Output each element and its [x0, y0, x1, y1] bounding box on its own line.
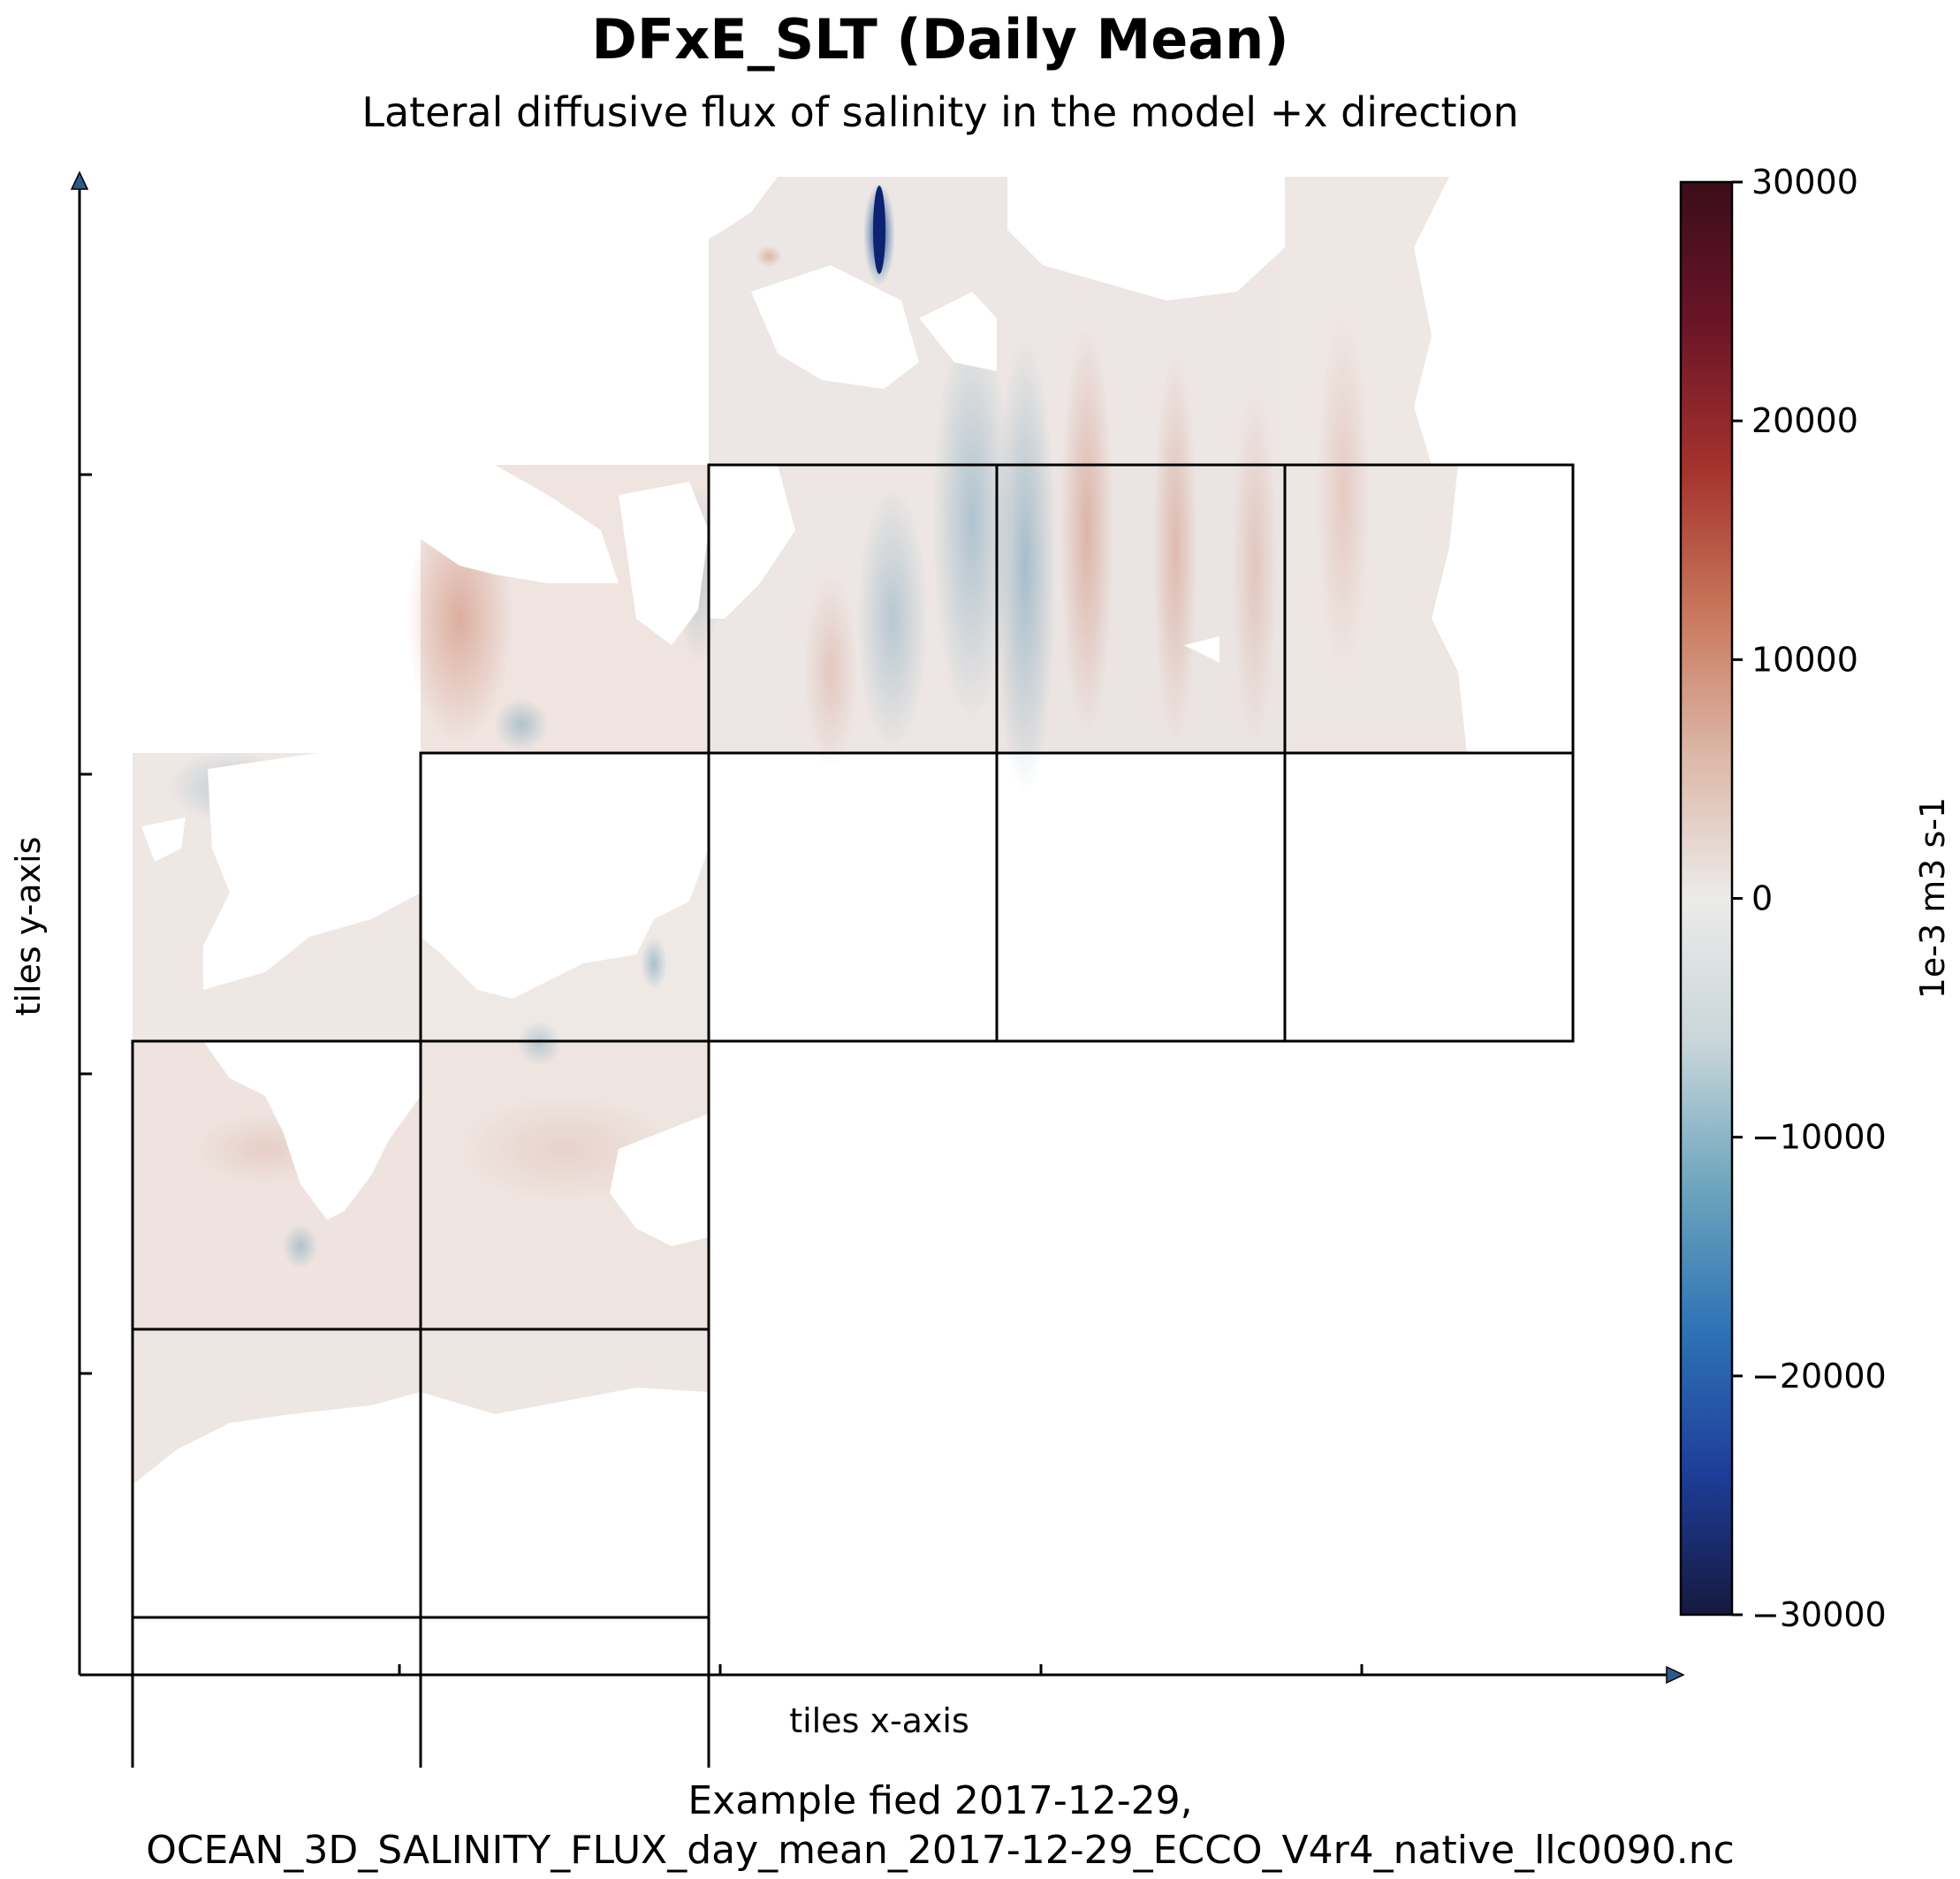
- chart-subtitle: Lateral diffusive flux of salinity in th…: [361, 88, 1519, 136]
- colorbar-tick-label: 30000: [1751, 163, 1858, 202]
- colorbar: 30000 20000 10000 0 −10000 −20000 −30000 1e-3 …: [1679, 163, 1952, 1634]
- land-mask: [133, 177, 1573, 1617]
- chart-title: DFxE_SLT (Daily Mean): [591, 7, 1289, 72]
- axes: tiles x-axis tiles y-axis: [9, 171, 1685, 1740]
- tile-box: [131, 1616, 422, 1768]
- footer-line-1: Example fied 2017-12-29,: [688, 1778, 1193, 1823]
- footer-caption: Example fied 2017-12-29, OCEAN_3D_SALINI…: [0, 1776, 1880, 1875]
- x-axis-label: tiles x-axis: [789, 1701, 969, 1740]
- colorbar-tick-label: −20000: [1751, 1357, 1887, 1396]
- footer-line-2: OCEAN_3D_SALINITY_FLUX_day_mean_2017-12-…: [146, 1828, 1735, 1873]
- tile-box: [995, 751, 1287, 1043]
- tile-box: [419, 1616, 710, 1768]
- tile-box: [1283, 751, 1575, 1043]
- tile-box: [707, 751, 999, 1043]
- colorbar-tick-label: −30000: [1751, 1595, 1887, 1634]
- colorbar-tick-label: 20000: [1751, 401, 1858, 440]
- x-axis-arrow: [1666, 1665, 1685, 1685]
- chart-svg: tiles x-axis tiles y-axis 30000 20000 1000…: [9, 163, 1952, 1768]
- colorbar-label: 1e-3 m3 s-1: [1913, 797, 1952, 999]
- colorbar-tick-label: 10000: [1751, 640, 1858, 679]
- tile-box: [1283, 463, 1575, 755]
- colorbar-tick-label: −10000: [1751, 1118, 1887, 1157]
- y-axis-label: tiles y-axis: [9, 837, 48, 1016]
- colorbar-bar: [1679, 180, 1734, 1617]
- colorbar-tick-label: 0: [1751, 879, 1773, 918]
- tile-grid: [131, 463, 1575, 1768]
- heatmap-field: [133, 177, 1573, 1617]
- y-axis-arrow: [70, 171, 89, 190]
